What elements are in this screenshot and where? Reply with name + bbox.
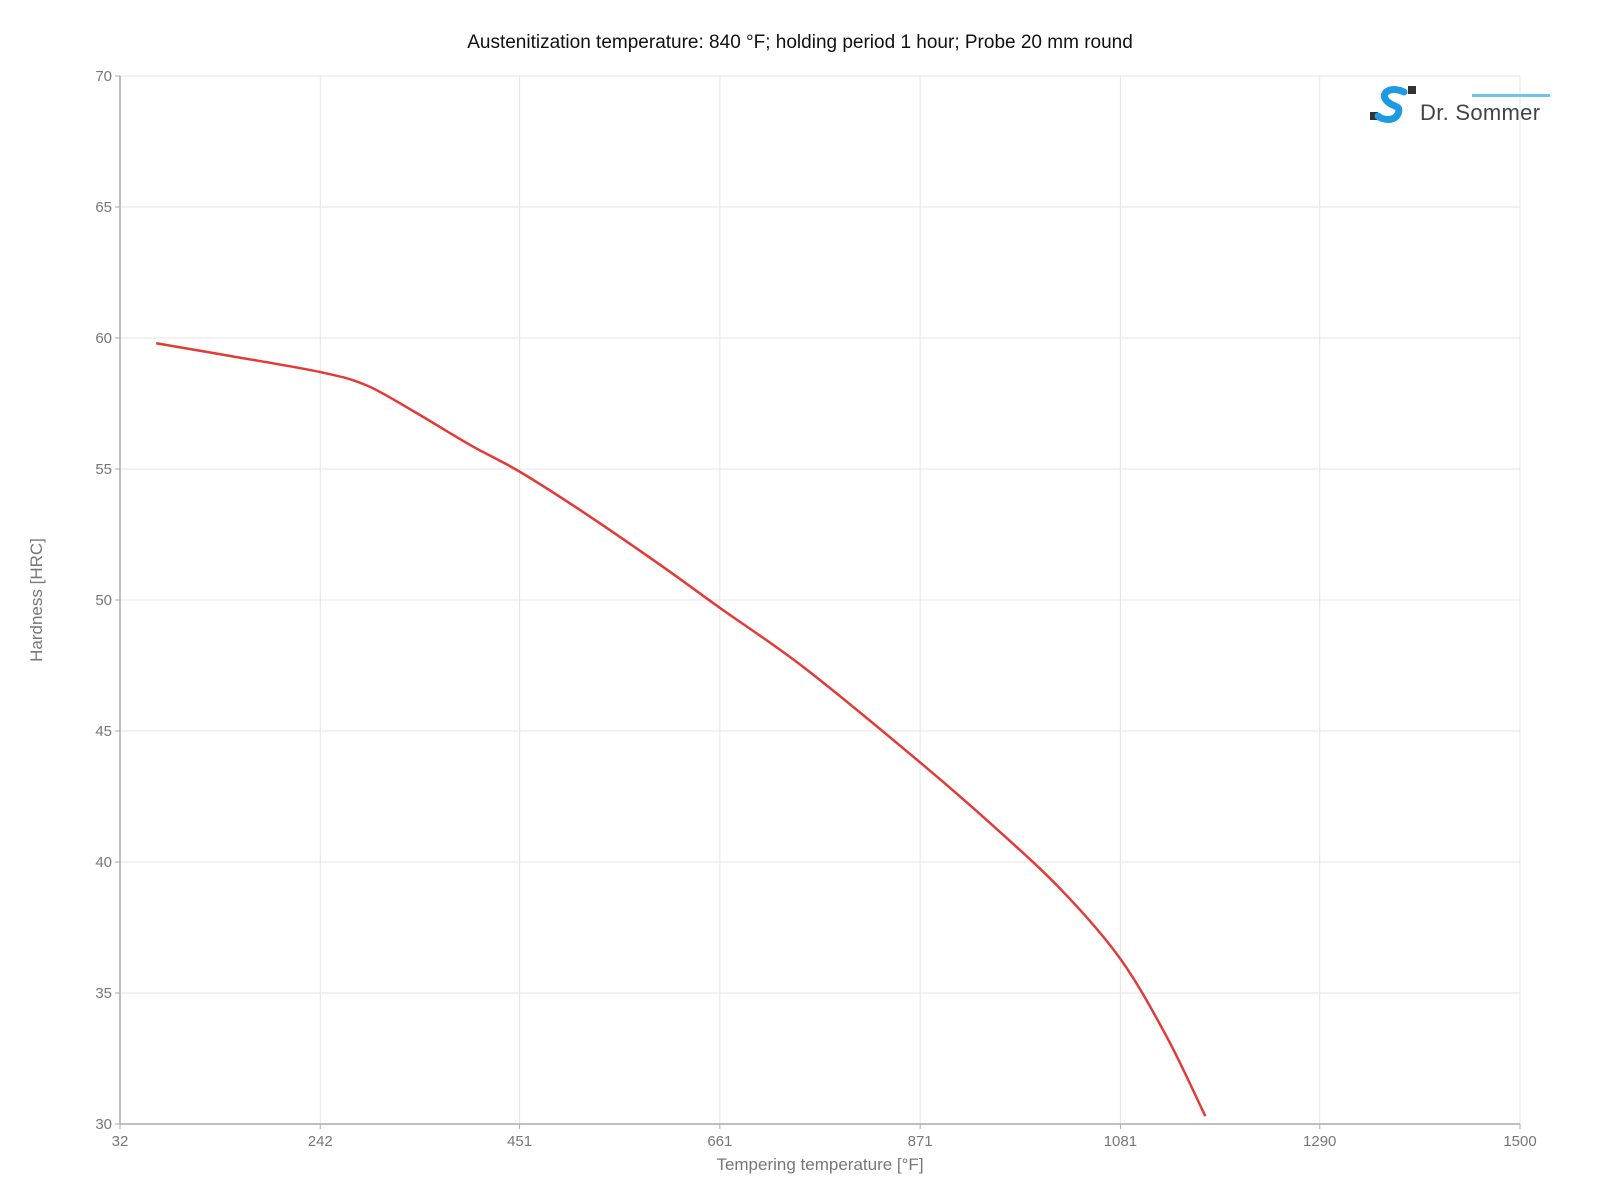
x-tick-label: 1081 — [1104, 1133, 1137, 1150]
x-tick-label: 32 — [112, 1133, 129, 1150]
x-axis-ticks: 32 242 451 661 871 1081 1290 1500 — [112, 1124, 1537, 1150]
y-tick-label: 35 — [95, 985, 112, 1002]
company-logo: Dr. Sommer — [1368, 84, 1554, 130]
chart-title: Austenitization temperature: 840 °F; hol… — [467, 32, 1133, 53]
y-tick-label: 65 — [95, 199, 112, 216]
logo-mark-icon — [1370, 86, 1416, 123]
x-tick-label: 661 — [707, 1133, 732, 1150]
x-tick-label: 1500 — [1503, 1133, 1536, 1150]
y-tick-label: 40 — [95, 854, 112, 871]
y-axis-label: Hardness [HRC] — [27, 538, 46, 662]
x-axis-label: Tempering temperature [°F] — [716, 1155, 923, 1174]
logo-text: Dr. Sommer — [1420, 100, 1541, 125]
hardness-curve — [156, 342, 1207, 1117]
x-tick-label: 242 — [308, 1133, 333, 1150]
y-tick-label: 70 — [95, 68, 112, 85]
y-tick-label: 55 — [95, 461, 112, 478]
grid — [120, 75, 1521, 1124]
y-tick-label: 45 — [95, 723, 112, 740]
y-tick-label: 60 — [95, 330, 112, 347]
series-group — [156, 342, 1207, 1117]
x-tick-label: 451 — [507, 1133, 532, 1150]
y-axis-ticks: 30 35 40 45 50 55 60 65 70 — [95, 68, 120, 1133]
x-tick-label: 1290 — [1303, 1133, 1336, 1150]
x-tick-label: 871 — [908, 1133, 933, 1150]
y-tick-label: 30 — [95, 1116, 112, 1133]
y-tick-label: 50 — [95, 592, 112, 609]
logo-tagline-bar — [1472, 94, 1550, 97]
